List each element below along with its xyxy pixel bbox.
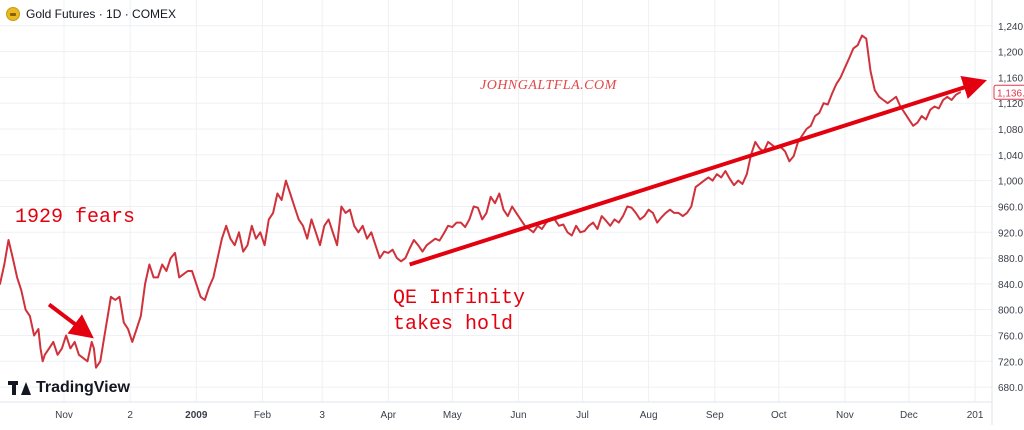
y-tick-label: 720.0 bbox=[998, 357, 1023, 368]
x-tick-label: Jul bbox=[576, 410, 589, 421]
time-axis: Nov 2 2009 Feb 3 Apr May Jun Jul Aug Sep Oct Nov Dec 2… bbox=[0, 401, 992, 421]
y-tick-label: 800.0 bbox=[998, 306, 1023, 317]
arrow-1929-fears bbox=[47, 302, 94, 339]
annotation-qe-line-2: takes hold bbox=[393, 313, 514, 336]
trend-arrows bbox=[47, 76, 987, 339]
y-tick-label: 1,080.0 bbox=[998, 125, 1024, 136]
last-price-badge: 1,136.5 bbox=[993, 84, 1024, 100]
y-tick-label: 1,040.0 bbox=[998, 151, 1024, 162]
grid-lines bbox=[0, 0, 992, 402]
annotation-1929-fears: 1929 fears bbox=[15, 206, 136, 229]
y-tick-label: 960.0 bbox=[998, 202, 1023, 213]
y-tick-label: 880.0 bbox=[998, 254, 1023, 265]
gold-coin-icon bbox=[6, 7, 20, 21]
watermark-text: JOHNGALTFLA.COM bbox=[480, 78, 617, 93]
symbol-title[interactable]: Gold Futures · 1D · COMEX bbox=[26, 7, 177, 21]
tradingview-logo[interactable]: TradingView bbox=[8, 378, 130, 398]
x-tick-label: Oct bbox=[771, 410, 787, 421]
y-tick-label: 1,200.0 bbox=[998, 48, 1024, 59]
last-price-badge-box bbox=[993, 84, 1024, 100]
x-tick-label: Nov bbox=[836, 410, 854, 421]
annotation-qe-line-1: QE Infinity bbox=[393, 287, 526, 310]
x-tick-label: Sep bbox=[706, 410, 724, 421]
tradingview-logo-text: TradingView bbox=[36, 379, 130, 396]
x-tick-label: 2 bbox=[127, 410, 133, 421]
price-axis: 680.0 720.0 760.0 800.0 840.0 880.0 920.0 960.0… bbox=[991, 0, 1024, 425]
x-tick-label: 3 bbox=[319, 410, 325, 421]
tradingview-logo-icon bbox=[8, 381, 32, 395]
y-tick-label: 1,240.0 bbox=[998, 22, 1024, 33]
x-tick-label: Aug bbox=[640, 410, 658, 421]
y-tick-label: 1,120.0 bbox=[998, 99, 1024, 110]
last-price-label: 1,136.5 bbox=[997, 88, 1024, 99]
y-tick-label: 680.0 bbox=[998, 383, 1023, 394]
y-tick-label: 840.0 bbox=[998, 280, 1023, 291]
y-tick-label: 760.0 bbox=[998, 331, 1023, 342]
y-tick-label: 920.0 bbox=[998, 228, 1023, 239]
x-tick-label: 201 bbox=[967, 410, 984, 421]
x-tick-label: Nov bbox=[55, 410, 73, 421]
x-tick-label: Jun bbox=[510, 410, 526, 421]
arrow-qe-trend bbox=[409, 76, 987, 267]
x-tick-label: Apr bbox=[381, 410, 397, 421]
x-tick-label: Dec bbox=[900, 410, 918, 421]
x-tick-label: May bbox=[443, 410, 462, 421]
y-tick-label: 1,000.0 bbox=[998, 177, 1024, 188]
x-tick-label: 2009 bbox=[185, 410, 208, 421]
chart-header: Gold Futures · 1D · COMEX bbox=[6, 4, 176, 24]
annotation-qe-infinity: QE Infinity takes hold bbox=[393, 286, 525, 338]
y-tick-label: 1,160.0 bbox=[998, 73, 1024, 84]
x-tick-label: Feb bbox=[254, 410, 272, 421]
